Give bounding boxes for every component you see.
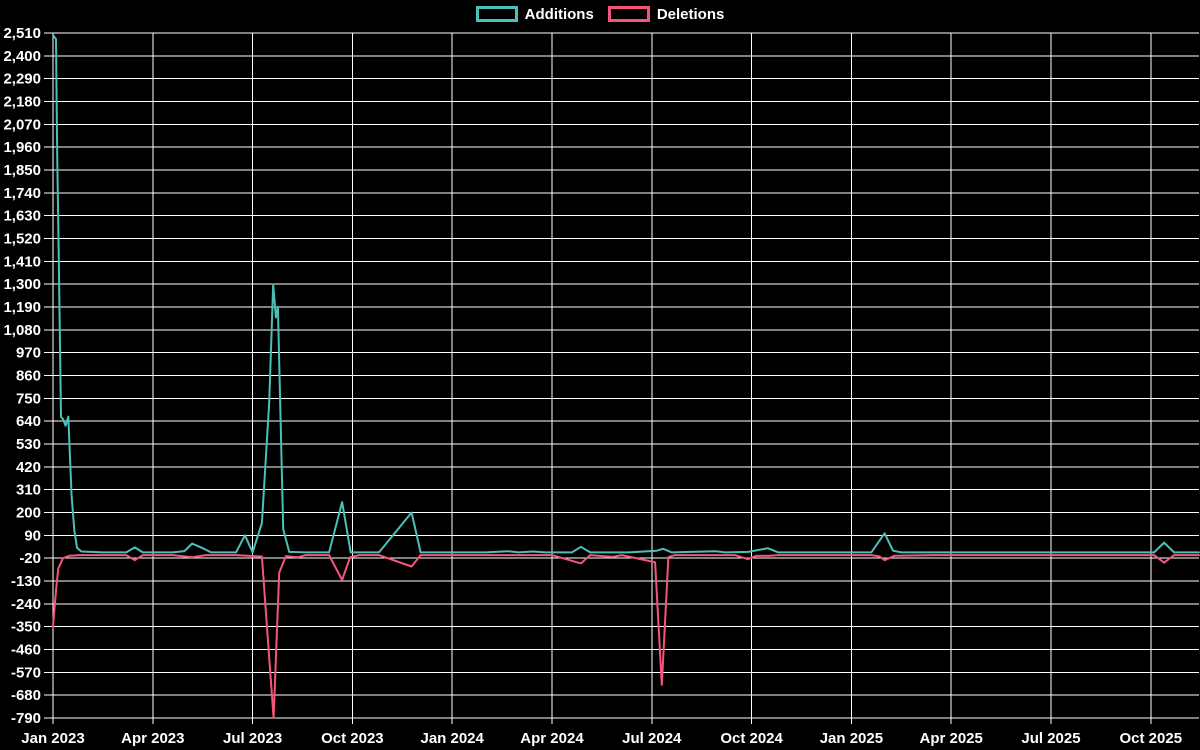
y-tick-label: 1,850 [3, 162, 41, 179]
x-tick-label: Jan 2023 [21, 730, 84, 747]
y-tick-label: -20 [19, 550, 41, 567]
y-tick-label: 1,740 [3, 185, 41, 202]
y-tick-label: -240 [11, 596, 41, 613]
y-tick-label: 2,510 [3, 25, 41, 42]
x-tick-label: Jul 2023 [223, 730, 282, 747]
y-tick-label: 1,080 [3, 322, 41, 339]
y-tick-label: 860 [16, 368, 41, 385]
y-tick-label: 90 [24, 527, 41, 544]
x-tick-label: Apr 2024 [520, 730, 584, 747]
x-tick-label: Jul 2025 [1021, 730, 1080, 747]
series-line-additions [52, 34, 1200, 554]
y-tick-label: 2,400 [3, 48, 41, 65]
y-tick-label: -350 [11, 619, 41, 636]
y-tick-label: -460 [11, 642, 41, 659]
y-tick-label: 1,410 [3, 253, 41, 270]
x-tick-label: Oct 2023 [321, 730, 384, 747]
x-tick-label: Jul 2024 [622, 730, 682, 747]
legend-item-deletions[interactable]: Deletions [607, 5, 725, 23]
y-tick-label: 2,180 [3, 94, 41, 111]
y-tick-label: 530 [16, 436, 41, 453]
y-tick-label: -790 [11, 710, 41, 727]
y-tick-label: -680 [11, 687, 41, 704]
y-tick-label: 1,190 [3, 299, 41, 316]
chart-legend: Additions Deletions [0, 6, 1200, 22]
x-tick-label: Jan 2025 [820, 730, 883, 747]
y-tick-label: 310 [16, 482, 41, 499]
legend-label-deletions: Deletions [656, 5, 725, 23]
x-tick-label: Oct 2024 [720, 730, 783, 747]
y-tick-label: 420 [16, 459, 41, 476]
y-tick-label: 1,960 [3, 139, 41, 156]
x-tick-label: Apr 2023 [121, 730, 184, 747]
y-tick-label: 1,520 [3, 231, 41, 248]
y-tick-label: 1,630 [3, 208, 41, 225]
x-tick-label: Apr 2025 [919, 730, 982, 747]
legend-label-additions: Additions [524, 5, 594, 23]
x-tick-label: Jan 2024 [420, 730, 484, 747]
y-tick-label: 1,300 [3, 276, 41, 293]
deletions-swatch-icon [607, 6, 650, 22]
x-tick-label: Oct 2025 [1120, 730, 1183, 747]
series-line-deletions [52, 554, 1200, 719]
y-tick-label: 200 [16, 505, 41, 522]
y-tick-label: 2,070 [3, 116, 41, 133]
additions-swatch-icon [475, 6, 518, 22]
legend-item-additions[interactable]: Additions [475, 5, 594, 23]
y-tick-label: 750 [16, 390, 41, 407]
y-tick-label: -130 [11, 573, 41, 590]
y-tick-label: -570 [11, 664, 41, 681]
y-tick-label: 970 [16, 345, 41, 362]
y-tick-label: 640 [16, 413, 41, 430]
y-tick-label: 2,290 [3, 71, 41, 88]
